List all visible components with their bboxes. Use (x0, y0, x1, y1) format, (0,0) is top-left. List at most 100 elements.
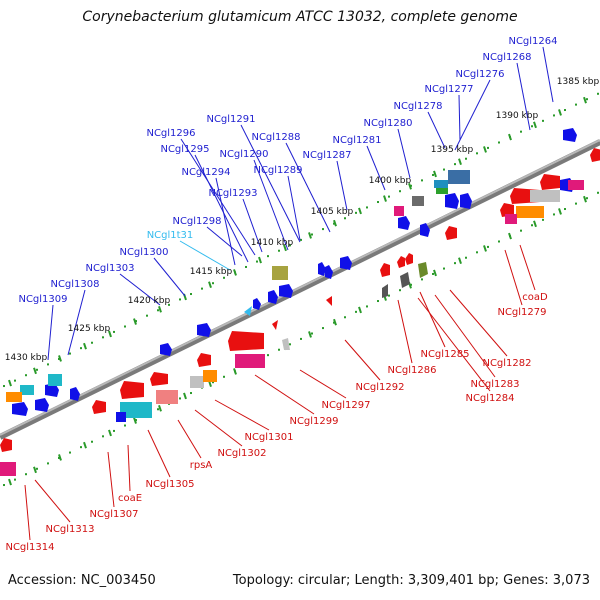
gene-arrow-forward[interactable] (45, 383, 59, 397)
gene-label-top[interactable]: NCgl1309 (18, 294, 67, 305)
gene-arrow-reverse[interactable] (92, 400, 106, 414)
gene-block[interactable] (516, 206, 544, 218)
gene-arrow-reverse[interactable] (445, 226, 457, 240)
gene-label-bottom[interactable]: NCgl1286 (387, 365, 436, 376)
gene-label-top[interactable]: NCgl1288 (251, 132, 300, 143)
gene-arrow-forward[interactable] (460, 193, 472, 209)
gene-arrow-forward[interactable] (35, 398, 49, 412)
gene-label-top[interactable]: NCgl1298 (172, 216, 221, 227)
gene-label-top[interactable]: NCgl1280 (363, 118, 412, 129)
gene-block[interactable] (0, 462, 16, 476)
gene-arrow-forward[interactable] (325, 265, 333, 279)
gene-block[interactable] (48, 374, 62, 386)
gene-arrow-forward[interactable] (318, 262, 326, 276)
gene-arrow-small[interactable] (272, 320, 278, 330)
gene-marker-gray[interactable] (382, 284, 388, 298)
gene-arrow-forward[interactable] (268, 290, 278, 304)
gene-arrow-reverse[interactable] (0, 438, 12, 452)
gene-label-top[interactable]: NCgl1290 (219, 149, 268, 160)
gene-label-top[interactable]: NCgl1300 (119, 247, 168, 258)
gene-arrow-forward[interactable] (420, 223, 430, 237)
gene-arrow-forward[interactable] (70, 387, 80, 401)
gene-block[interactable] (436, 188, 448, 194)
gene-label-top[interactable]: NCgl1268 (482, 52, 531, 63)
gene-block[interactable] (394, 206, 404, 216)
gene-arrow-forward[interactable] (563, 128, 577, 142)
gene-arrow-reverse[interactable] (405, 253, 413, 265)
gene-arrow-reverse[interactable] (500, 203, 514, 217)
gene-arrow-reverse[interactable] (380, 263, 390, 277)
gene-arrow-reverse[interactable] (590, 148, 600, 162)
gene-label-top[interactable]: NCgl1281 (332, 135, 381, 146)
gene-marker-olive[interactable] (418, 262, 428, 278)
gene-label-top[interactable]: NCgl1308 (50, 279, 99, 290)
gene-arrow-forward[interactable] (398, 216, 410, 230)
gene-label-top[interactable]: NCgl1276 (455, 69, 504, 80)
gene-block[interactable] (448, 170, 470, 184)
gene-arrow-reverse[interactable] (197, 353, 211, 367)
gene-block[interactable] (272, 266, 288, 280)
gene-block[interactable] (6, 392, 22, 402)
gene-label-bottom[interactable]: NCgl1284 (465, 393, 514, 404)
gene-block[interactable] (235, 354, 265, 368)
gene-arrow-forward[interactable] (197, 323, 211, 337)
gene-label-bottom[interactable]: NCgl1314 (5, 542, 54, 553)
gene-arrow-reverse[interactable] (397, 256, 405, 268)
gene-block[interactable] (568, 180, 584, 190)
gene-arrow-forward[interactable] (279, 284, 293, 298)
gene-label-bottom[interactable]: NCgl1292 (355, 382, 404, 393)
gene-arrow-reverse[interactable] (540, 174, 560, 190)
gene-label-bottom[interactable]: NCgl1297 (321, 400, 370, 411)
gene-label-top[interactable]: NCgl1289 (253, 165, 302, 176)
gene-arrow-reverse[interactable] (120, 381, 144, 399)
gene-arrow-forward[interactable] (340, 256, 352, 270)
gene-label-top[interactable]: NCgl1278 (393, 101, 442, 112)
gene-block[interactable] (20, 385, 34, 395)
gene-arrow-reverse[interactable] (228, 331, 264, 351)
gene-label-bottom[interactable]: coaE (118, 493, 142, 504)
gene-block[interactable] (116, 412, 126, 422)
gene-label-bottom[interactable]: rpsA (190, 460, 213, 471)
gene-label-top[interactable]: NCgl1t31 (147, 230, 194, 241)
gene-label-bottom[interactable]: NCgl1301 (244, 432, 293, 443)
gene-block[interactable] (505, 214, 517, 224)
gene-label-top[interactable]: NCgl1287 (302, 150, 351, 161)
gene-label-bottom[interactable]: NCgl1285 (420, 349, 469, 360)
gene-marker-gray[interactable] (400, 272, 410, 288)
gene-block[interactable] (120, 402, 152, 418)
trna-marker[interactable] (244, 306, 252, 316)
gene-block[interactable] (530, 190, 560, 202)
gene-label-top[interactable]: NCgl1296 (146, 128, 195, 139)
gene-block[interactable] (190, 376, 204, 388)
gene-label-bottom[interactable]: NCgl1282 (482, 358, 531, 369)
gene-block[interactable] (412, 196, 424, 206)
gene-label-top[interactable]: NCgl1264 (508, 36, 557, 47)
gene-label-top[interactable]: NCgl1291 (206, 114, 255, 125)
gene-arrow-forward[interactable] (253, 298, 261, 310)
gene-block[interactable] (156, 390, 178, 404)
gene-label-top[interactable]: NCgl1293 (208, 188, 257, 199)
gene-label-top[interactable]: NCgl1295 (160, 144, 209, 155)
gene-label-bottom[interactable]: NCgl1299 (289, 416, 338, 427)
gene-arrow-small[interactable] (326, 296, 332, 306)
top-ruler-dot (355, 211, 357, 214)
gene-label-bottom[interactable]: coaD (522, 292, 548, 303)
gene-label-top[interactable]: NCgl1294 (181, 167, 230, 178)
gene-label-bottom[interactable]: NCgl1305 (145, 479, 194, 490)
gene-label-top[interactable]: NCgl1303 (85, 263, 134, 274)
top-ruler-dot (542, 119, 544, 122)
gene-label-bottom[interactable]: NCgl1302 (217, 448, 266, 459)
gene-label-bottom[interactable]: NCgl1279 (497, 307, 546, 318)
gene-marker-gray[interactable] (282, 338, 290, 350)
gene-arrow-forward[interactable] (12, 402, 28, 416)
gene-block[interactable] (434, 180, 448, 188)
gene-label-bottom[interactable]: NCgl1283 (470, 379, 519, 390)
gene-arrow-reverse[interactable] (150, 372, 168, 386)
gene-arrow-forward[interactable] (445, 193, 459, 209)
gene-label-top[interactable]: NCgl1277 (424, 84, 473, 95)
gene-block[interactable] (203, 370, 217, 382)
gene-arrow-forward[interactable] (160, 343, 172, 356)
gene-label-bottom[interactable]: NCgl1313 (45, 524, 94, 535)
gene-label-bottom[interactable]: NCgl1307 (89, 509, 138, 520)
